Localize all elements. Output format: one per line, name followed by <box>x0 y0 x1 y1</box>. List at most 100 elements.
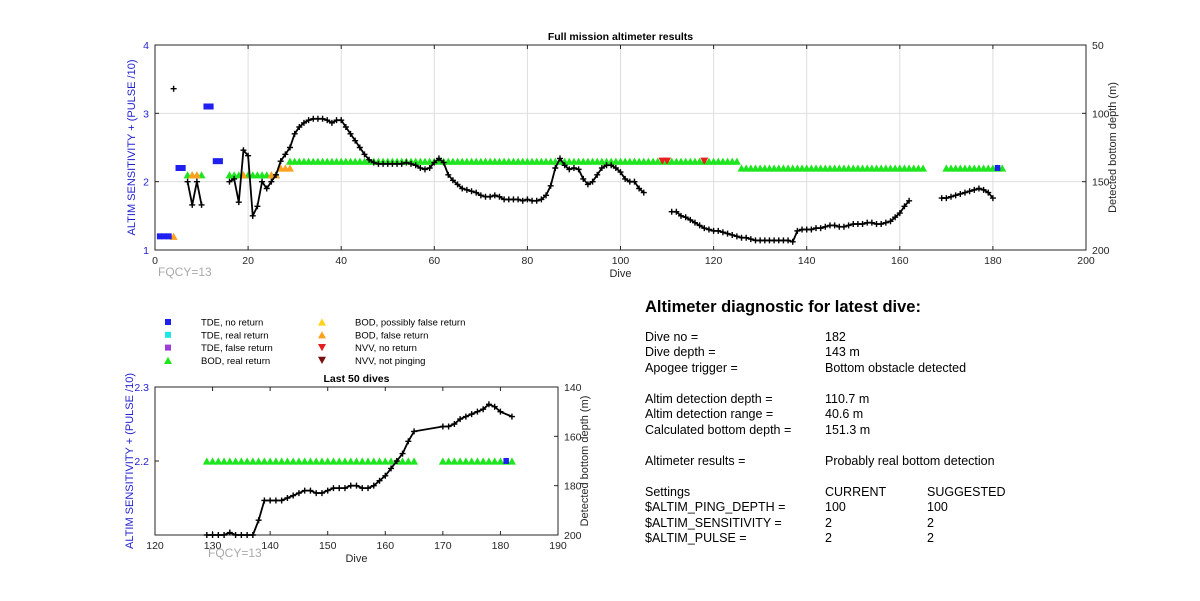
full-depth-point <box>980 186 987 193</box>
full-depth-point <box>533 197 540 204</box>
last50-depth-point <box>353 482 360 489</box>
last50-bod-real-marker <box>277 457 286 465</box>
last50-depth-point <box>267 497 274 504</box>
pulse-label: $ALTIM_PULSE = <box>645 531 747 545</box>
full-depth-point <box>589 178 596 185</box>
full-depth-point <box>975 185 982 192</box>
full-depth-point <box>631 178 638 185</box>
last50-depth-point <box>330 485 337 492</box>
full-depth-point <box>338 117 345 124</box>
full-depth-point <box>701 225 708 232</box>
full-tde-marker <box>203 103 209 110</box>
full-depth-point <box>817 225 824 232</box>
full-depth-point <box>538 196 545 203</box>
full-depth-point <box>961 189 968 196</box>
full-depth-point <box>235 199 242 206</box>
full-tde-series <box>156 103 1001 240</box>
full-depth-point <box>598 165 605 171</box>
last50-depth-point <box>376 477 383 484</box>
full-depth-point <box>524 196 531 203</box>
full-depth-point <box>966 188 973 195</box>
full-depth-point <box>580 175 587 182</box>
full-tde-marker <box>208 103 214 110</box>
detection-depth-row: Altim detection depth = 110.7 m <box>645 392 921 408</box>
last50-xlabel: Dive <box>345 553 367 565</box>
full-tde-marker <box>156 233 163 240</box>
sensitivity-row: $ALTIM_SENSITIVITY = 2 2 <box>645 515 934 532</box>
full-depth-point <box>584 181 591 188</box>
last50-bod-real-marker <box>260 457 269 465</box>
full-depth-point <box>189 201 196 208</box>
last50-depth-point <box>244 532 251 538</box>
legend-marker <box>165 331 171 338</box>
settings-header-row: Settings CURRENT SUGGESTED <box>645 485 1006 501</box>
last50-depth-point <box>370 482 377 489</box>
full-depth-point <box>733 233 740 240</box>
last50-bod-real-marker <box>214 457 223 465</box>
last50-depth-point <box>445 423 452 430</box>
full-depth-point <box>231 175 238 182</box>
full-depth-point <box>259 178 266 185</box>
last50-ytick-label: 2.3 <box>134 382 149 394</box>
last50-bod-real-marker <box>202 457 211 465</box>
full-bod-real-series <box>183 157 1007 179</box>
full-depth-point <box>952 192 959 199</box>
last50-bod-real-marker <box>300 457 309 465</box>
results-label: Altimeter results = <box>645 453 746 468</box>
ping-depth-suggested: 100 <box>927 500 948 514</box>
full-bod-false-marker <box>285 164 294 172</box>
legend-marker <box>318 356 326 364</box>
last50-bod-real-marker <box>450 457 459 465</box>
last50-depth-point <box>215 532 222 538</box>
full-depth-point <box>454 181 461 188</box>
full-depth-point <box>519 197 526 204</box>
last50-depth-point <box>347 482 354 489</box>
last50-depth-point <box>491 403 498 410</box>
full-depth-point <box>361 151 368 158</box>
full-depth-point <box>566 166 573 173</box>
full-depth-point <box>896 210 903 217</box>
full-depth-point <box>840 223 847 230</box>
full-depth-point <box>678 212 685 219</box>
full-tde-marker <box>994 165 1001 171</box>
last50-bod-real-marker <box>312 457 321 465</box>
last50-depth-point <box>405 438 412 445</box>
last50-bod-real-marker <box>381 457 390 465</box>
full-depth-point <box>491 192 498 199</box>
last50-bod-real-marker <box>289 457 298 465</box>
apogee-value: Bottom obstacle detected <box>825 360 967 375</box>
last50-xtick-label: 190 <box>549 540 567 552</box>
last50-bod-real-marker <box>398 457 407 465</box>
full-depth-point <box>831 222 838 229</box>
last50-y2tick-label: 200 <box>564 530 582 542</box>
last50-y2tick-label: 160 <box>564 431 582 443</box>
full-depth-point <box>240 147 247 154</box>
full-depth-point <box>435 155 442 162</box>
dive-depth-row: Dive depth = 143 m <box>645 345 921 361</box>
pulse-row: $ALTIM_PULSE = 2 2 <box>645 531 934 547</box>
last50-bod-real-marker <box>329 457 338 465</box>
last50-depth-point <box>301 487 308 494</box>
full-depth-point <box>352 137 359 144</box>
last50-bod-real-series <box>202 457 516 465</box>
full-xtick-label: 0 <box>152 255 158 267</box>
last50-bod-real-marker <box>346 457 355 465</box>
last50-depth-point <box>318 490 325 497</box>
legend-label: BOD, real return <box>201 356 270 367</box>
last50-bod-real-marker <box>220 457 229 465</box>
last50-xtick-label: 120 <box>146 540 164 552</box>
full-depth-point <box>570 165 577 171</box>
last50-depth-point <box>232 532 239 538</box>
full-title: Full mission altimeter results <box>548 31 693 43</box>
sensitivity-current: 2 <box>825 515 832 530</box>
legend-marker <box>318 318 326 326</box>
last50-bod-real-marker <box>340 457 349 465</box>
full-depth-point <box>636 185 643 192</box>
last50-tde-marker <box>503 458 509 464</box>
last50-depth-point <box>238 532 245 538</box>
last50-depth-point <box>474 408 481 415</box>
full-depth-point <box>468 188 475 195</box>
full-nvv-series <box>658 157 709 165</box>
last50-depth-point <box>508 413 515 420</box>
last50-depth-point <box>457 416 464 423</box>
